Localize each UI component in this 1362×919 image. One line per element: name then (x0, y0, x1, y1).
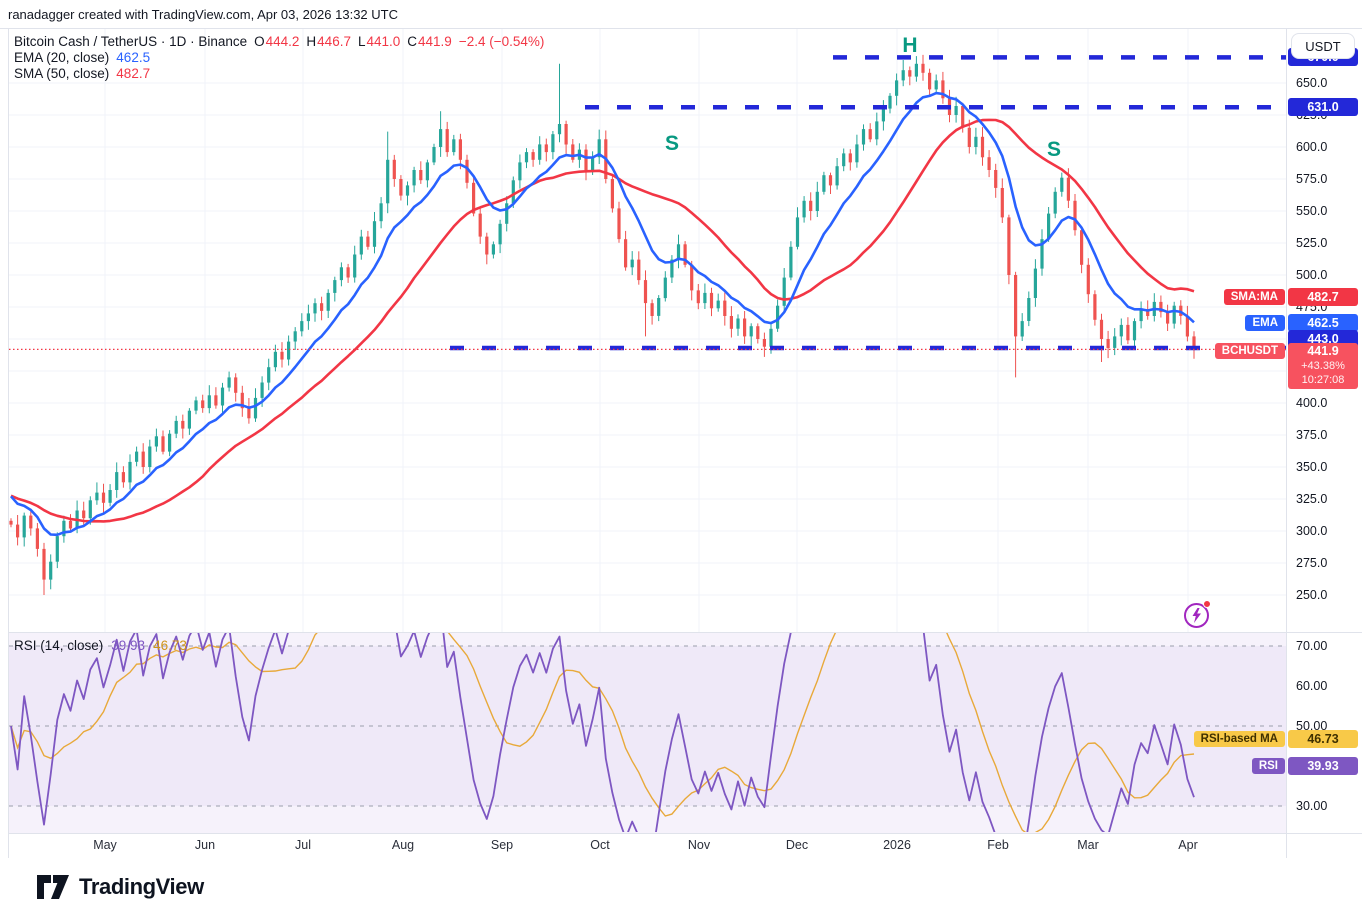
tradingview-logo-mark (37, 875, 69, 899)
price-tick: 650.0 (1296, 76, 1328, 90)
time-axis-label: Apr (1178, 838, 1198, 852)
time-axis-label: Jun (194, 838, 216, 852)
rsi-line (10, 633, 1195, 832)
high-label: H (306, 33, 317, 49)
candles-layer (9, 54, 1196, 595)
sma-legend-row[interactable]: SMA (50, close) 482.7 (14, 65, 544, 81)
rsi-tick: 30.00 (1296, 799, 1328, 813)
low-value: 441.0 (366, 33, 401, 49)
ema-label: EMA (20, close) (14, 49, 110, 65)
footer-bar: TradingView (0, 858, 1362, 919)
chart-legend: Bitcoin Cash / TetherUS · 1D · Binance O… (14, 33, 544, 81)
ema-line (10, 91, 1195, 537)
open-value: 444.2 (265, 33, 300, 49)
price-label-chip: EMA (1245, 315, 1285, 331)
tradingview-logo-text: TradingView (79, 874, 204, 899)
rsi-ma-line (10, 633, 1195, 832)
price-axis-badge: 462.5 (1288, 314, 1358, 332)
close-value: 441.9 (418, 33, 452, 49)
sma-line (10, 118, 1195, 523)
price-axis-badge: 482.7 (1288, 288, 1358, 307)
time-axis-label: May (93, 838, 117, 852)
high-value: 446.7 (317, 33, 351, 49)
price-label-chip: BCHUSDT (1214, 343, 1285, 360)
symbol-title: Bitcoin Cash / TetherUS · 1D · Binance (14, 33, 248, 49)
price-label-chip: SMA:MA (1223, 289, 1285, 306)
price-tick: 350.0 (1296, 460, 1328, 474)
pattern-annotation: S (1047, 138, 1061, 161)
price-tick: 525.0 (1296, 236, 1328, 250)
rsi-ma-value: 46.73 (153, 637, 187, 653)
time-axis-label: Jul (295, 838, 311, 852)
time-axis-label: Sep (490, 838, 514, 852)
watermark-note: ranadagger created with TradingView.com,… (8, 7, 398, 22)
price-tick: 400.0 (1296, 396, 1328, 410)
time-axis-label: 2026 (883, 838, 911, 852)
pattern-annotation: S (665, 132, 679, 155)
time-axis-label: Dec (785, 838, 809, 852)
ema-legend-row[interactable]: EMA (20, close) 462.5 (14, 49, 544, 65)
time-axis-label: Nov (687, 838, 711, 852)
rsi-tick: 50.00 (1296, 719, 1328, 733)
price-tick: 575.0 (1296, 172, 1328, 186)
symbol-legend-row[interactable]: Bitcoin Cash / TetherUS · 1D · Binance O… (14, 33, 544, 49)
price-tick: 500.0 (1296, 268, 1328, 282)
rsi-tick: 70.00 (1296, 639, 1328, 653)
notification-dot (1203, 600, 1211, 608)
sma-label: SMA (50, close) (14, 65, 110, 81)
time-axis[interactable]: May Jun Jul Aug Sep Oct Nov Dec 2026 Feb Mar Apr (0, 834, 1286, 858)
price-tick: 325.0 (1296, 492, 1328, 506)
price-tick: 550.0 (1296, 204, 1328, 218)
time-axis-label: Feb (987, 838, 1009, 852)
rsi-legend-row[interactable]: RSI (14, close) 39.93 46.73 (14, 637, 187, 653)
tradingview-logo[interactable]: TradingView (36, 874, 204, 900)
time-axis-label: Aug (391, 838, 415, 852)
price-tick: 250.0 (1296, 588, 1328, 602)
change-value: −2.4 (−0.54%) (458, 33, 545, 49)
rsi-label: RSI (14, close) (14, 637, 104, 653)
rsi-label-chip: RSI-based MA (1193, 731, 1285, 748)
currency-toggle-button[interactable]: USDT (1291, 33, 1355, 59)
rsi-value: 39.93 (111, 637, 146, 653)
price-tick: 600.0 (1296, 140, 1328, 154)
price-axis[interactable]: 650.0625.0600.0575.0550.0525.0500.0475.0… (1286, 28, 1362, 858)
time-axis-label: Mar (1077, 838, 1099, 852)
open-label: O (254, 33, 265, 49)
time-axis-label: Oct (590, 838, 610, 852)
price-tick: 375.0 (1296, 428, 1328, 442)
price-tick: 300.0 (1296, 524, 1328, 538)
rsi-layer (10, 633, 1195, 832)
close-label: C (407, 33, 418, 49)
rsi-label-chip: RSI (1251, 758, 1285, 775)
flash-alert-icon[interactable] (1183, 600, 1211, 629)
rsi-axis-badge: 46.73 (1288, 730, 1358, 749)
flash-ring (1184, 603, 1209, 628)
low-label: L (357, 33, 366, 49)
ema-value: 462.5 (116, 49, 151, 65)
rsi-tick: 60.00 (1296, 679, 1328, 693)
rsi-axis-badge: 39.93 (1288, 757, 1358, 776)
price-tick: 275.0 (1296, 556, 1328, 570)
sma-value: 482.7 (116, 65, 151, 81)
price-axis-badge: 441.9 +43.38% 10:27:08 (1288, 342, 1358, 389)
pattern-annotation: H (902, 34, 917, 57)
price-axis-badge: 631.0 (1288, 98, 1358, 117)
